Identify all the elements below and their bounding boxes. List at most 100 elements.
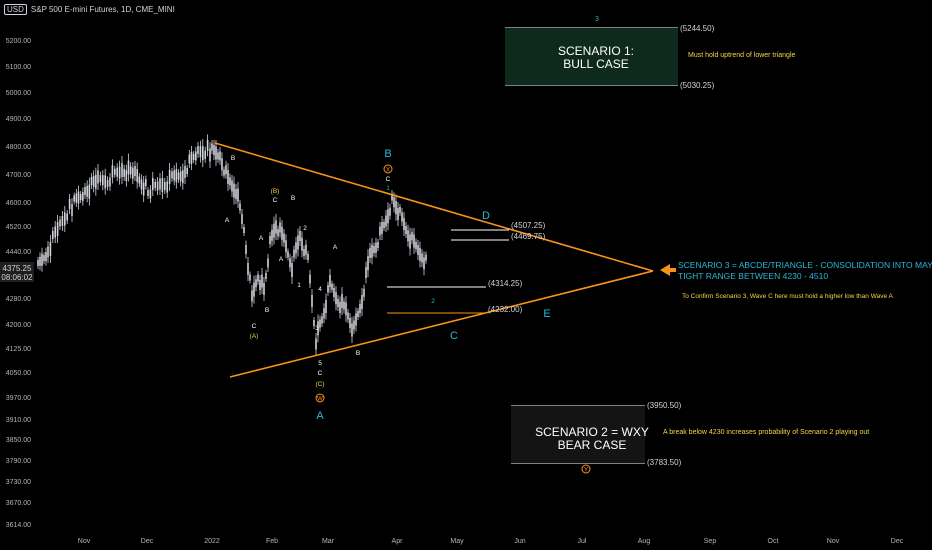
candle-body [253,282,255,297]
candle-body [213,145,215,155]
wave-label-W: W [317,397,323,403]
candle-body [401,212,403,222]
candle-body [293,249,295,258]
time-tick: Jun [514,538,525,545]
candle-body [134,166,136,176]
price-tick: 4440.00 [6,249,31,256]
scenario1-subtitle: BULL CASE [563,57,629,71]
candle-body [116,167,118,177]
candle-body [68,199,71,209]
candle-body [132,167,134,179]
candle-body [281,226,283,240]
price-tick: 4900.00 [6,116,31,123]
candle-body [311,295,313,307]
candle-body [255,279,257,288]
candle-body [156,181,159,191]
scenario1-box [505,28,678,85]
candle-body [383,222,385,228]
price-tick: 5200.00 [6,38,31,45]
candle-body [173,170,175,181]
candle-body [361,295,363,309]
wave-label: B [231,155,235,162]
candle-body [319,319,321,328]
wave-W-circle [315,393,325,403]
time-tick: 2022 [204,538,220,545]
candle-body [259,280,261,290]
scenario2-note: A break below 4230 increases probability… [663,429,869,436]
candle-body [227,170,229,184]
candle-body [142,182,145,196]
scenario3-title: SCENARIO 3 = ABCDE/TRIANGLE - CONSOLIDAT… [678,260,932,270]
time-tick: Nov [827,538,840,545]
candle-body [407,230,409,242]
candle-body [45,252,47,262]
candle-body [206,139,209,151]
candle-body [405,226,407,234]
wave-label: A [279,256,284,263]
candle-body [283,233,285,243]
candle-body [138,176,141,184]
time-tick: Nov [78,538,91,545]
candle-body [168,170,171,184]
candle-body [204,150,206,159]
current-price-tag [0,262,34,282]
candle-body [149,189,152,199]
wave-label: C [252,323,257,330]
wave-label: 2 [431,298,435,305]
candle-body [235,189,237,199]
wave-label: C [318,370,323,377]
candle-body [179,171,182,182]
candle-body [231,180,233,192]
price-tick: 4800.00 [6,144,31,151]
candle-body [363,288,365,297]
candle-body [243,227,245,233]
time-tick: Dec [141,538,154,545]
candle-body [123,168,125,177]
candle-body [399,207,401,213]
candle-body [415,242,417,249]
wave-label: 5 [318,360,322,367]
candle-body [337,299,339,307]
candle-body [92,175,95,187]
candle-body [106,179,109,187]
price-tick: 3790.00 [6,458,31,465]
candle-body [331,283,333,290]
time-tick: Oct [768,538,779,545]
candle-body [145,179,147,186]
wave-label: B [265,307,269,314]
currency-badge[interactable]: USD [4,4,27,15]
price-tick: 3970.00 [6,395,31,402]
candle-body [297,235,299,250]
wave-label: (A) [250,333,259,340]
candle-body [367,256,369,271]
wave-label: B [291,195,295,202]
candle-body [209,148,211,162]
wave-label: 1 [386,186,390,192]
candle-body [171,171,173,179]
candle-body [381,222,383,234]
candle-body [411,232,413,241]
candle-body [136,169,138,182]
candle-body [195,151,197,161]
candle-body [125,170,128,182]
candle-body [152,178,154,190]
current-price: 4375.25 [3,264,32,273]
candle-body [56,222,59,236]
candle-body [202,146,204,161]
symbol-title[interactable]: S&P 500 E-mini Futures, 1D, CME_MINI [30,5,175,14]
candle-body [239,203,241,211]
candle-body [75,193,78,203]
candle-body [184,166,186,178]
wave-label: D [482,210,490,222]
time-tick: Sep [704,538,717,545]
candle-body [289,258,291,268]
candle-body [417,245,419,255]
candle-body [182,170,184,184]
candle-body [233,183,235,198]
wave-Y-circle [581,464,591,474]
candle-body [59,219,61,227]
candle-body [327,285,329,293]
level-label-5030: (5030.25) [680,81,715,90]
wave-label: C [273,197,278,204]
